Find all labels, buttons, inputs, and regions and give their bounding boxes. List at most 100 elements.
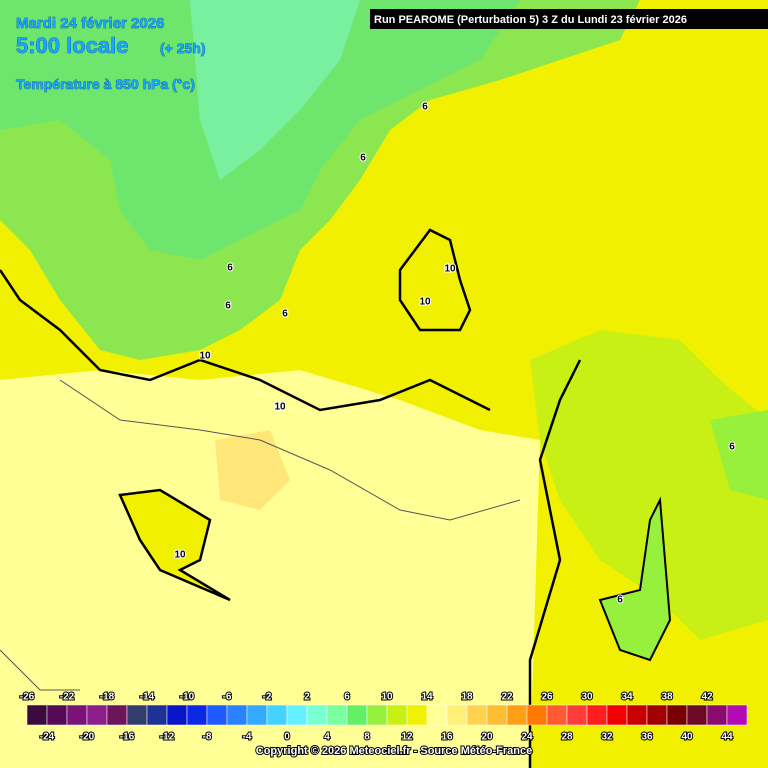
colorbar-label: -24 <box>40 732 55 743</box>
colorbar-swatch <box>506 704 528 726</box>
colorbar-swatch <box>106 704 128 726</box>
colorbar-label: 8 <box>364 732 370 743</box>
east-cold-zone <box>710 410 768 500</box>
colorbar-label: -18 <box>100 692 115 703</box>
colorbar-label: 20 <box>481 732 493 743</box>
colorbar-swatch <box>146 704 168 726</box>
colorbar-label: 32 <box>601 732 613 743</box>
isotherm-label: 10 <box>174 550 186 561</box>
lead: (+ 25h) <box>160 40 206 56</box>
colorbar-swatch <box>546 704 568 726</box>
colorbar-label: 26 <box>541 692 553 703</box>
colorbar-label: 18 <box>461 692 473 703</box>
colorbar-label: 24 <box>521 732 533 743</box>
run-banner <box>370 9 768 29</box>
colorbar-label: 14 <box>421 692 433 703</box>
colorbar-swatch <box>286 704 308 726</box>
run-text: Run PEAROME (Perturbation 5) 3 Z du Lund… <box>374 14 687 26</box>
colorbar-label: 6 <box>344 692 350 703</box>
isotherm-label: 6 <box>422 102 428 113</box>
colorbar-swatch <box>366 704 388 726</box>
colorbar-swatch <box>326 704 348 726</box>
isotherm-label: 6 <box>225 301 231 312</box>
colorbar-label: 16 <box>441 732 453 743</box>
borders <box>0 379 521 691</box>
colorbar-label: 36 <box>641 732 653 743</box>
colorbar-swatch <box>686 704 708 726</box>
colorbar-swatch <box>186 704 208 726</box>
colorbar-swatch <box>46 704 68 726</box>
colorbar-label: 2 <box>304 692 310 703</box>
colorbar-label: 0 <box>284 732 290 743</box>
colorbar-swatch <box>306 704 328 726</box>
isotherm-label: 6 <box>227 263 233 274</box>
colorbar-label: -2 <box>263 692 272 703</box>
colorbar-label: -6 <box>223 692 232 703</box>
isotherm-label: 10 <box>444 264 456 275</box>
coldest-zone <box>190 0 360 180</box>
colorbar-label: 40 <box>681 732 693 743</box>
isotherm-label: 10 <box>199 351 211 362</box>
colorbar-label: 4 <box>324 732 330 743</box>
colorbar-swatch <box>466 704 488 726</box>
colorbar-swatch <box>226 704 248 726</box>
isotherm-label: 6 <box>360 153 366 164</box>
warm-zone <box>0 370 540 768</box>
colorbar-swatch <box>446 704 468 726</box>
isotherm-10 <box>0 269 491 412</box>
colorbar-swatch <box>726 704 748 726</box>
colorbar-swatch <box>426 704 448 726</box>
colorbar: -26-24-22-20-18-16-14-12-10-8-6-4-202468… <box>19 691 748 744</box>
east-cool-zone <box>530 330 768 640</box>
colorbar-swatch <box>406 704 428 726</box>
colorbar-label: -20 <box>80 732 95 743</box>
colorbar-swatch <box>166 704 188 726</box>
colorbar-swatch <box>66 704 88 726</box>
colorbar-label: -22 <box>60 692 75 703</box>
colorbar-swatch <box>26 704 48 726</box>
colorbar-swatch <box>646 704 668 726</box>
colorbar-swatch <box>626 704 648 726</box>
colorbar-swatch <box>246 704 268 726</box>
colorbar-swatch <box>586 704 608 726</box>
colorbar-swatch <box>486 704 508 726</box>
colorbar-label: 10 <box>381 692 393 703</box>
colorbar-label: -26 <box>20 692 35 703</box>
isotherm-10-east <box>528 359 582 768</box>
colorbar-label: 38 <box>661 692 673 703</box>
isotherm-label: 6 <box>282 309 288 320</box>
colorbar-swatch <box>666 704 688 726</box>
isotherm-label: 10 <box>274 402 286 413</box>
colorbar-swatch <box>526 704 548 726</box>
warmest-zone <box>215 430 290 510</box>
colorbar-label: 44 <box>721 732 733 743</box>
colorbar-label: -16 <box>120 732 135 743</box>
colorbar-label: -12 <box>160 732 175 743</box>
colorbar-swatch <box>266 704 288 726</box>
colorbar-label: 12 <box>401 732 413 743</box>
colorbar-swatch <box>566 704 588 726</box>
isotherm-6-island <box>598 496 672 662</box>
colorbar-swatch <box>346 704 368 726</box>
copyright: Copyright © 2026 Meteociel.fr - Source M… <box>256 745 532 757</box>
time: 5:00 locale <box>16 33 129 58</box>
isotherm-label: 10 <box>419 297 431 308</box>
colorbar-label: -14 <box>140 692 155 703</box>
isotherm-10-patch <box>118 488 231 602</box>
colorbar-swatch <box>606 704 628 726</box>
isotherm-label: 6 <box>617 595 623 606</box>
colorbar-label: 30 <box>581 692 593 703</box>
parameter: Température à 850 hPa (°c) <box>16 76 195 92</box>
isotherm-labels: 6 6 6 6 6 6 10 10 10 10 10 6 <box>173 101 736 607</box>
isotherm-10-ring <box>398 228 472 332</box>
date: Mardi 24 février 2026 <box>16 15 164 32</box>
colorbar-swatch <box>126 704 148 726</box>
colorbar-label: -4 <box>243 732 252 743</box>
colorbar-label: 34 <box>621 692 633 703</box>
colorbar-swatch <box>706 704 728 726</box>
colorbar-label: -8 <box>203 732 212 743</box>
colorbar-swatch <box>386 704 408 726</box>
colorbar-label: 22 <box>501 692 513 703</box>
colorbar-swatch <box>206 704 228 726</box>
